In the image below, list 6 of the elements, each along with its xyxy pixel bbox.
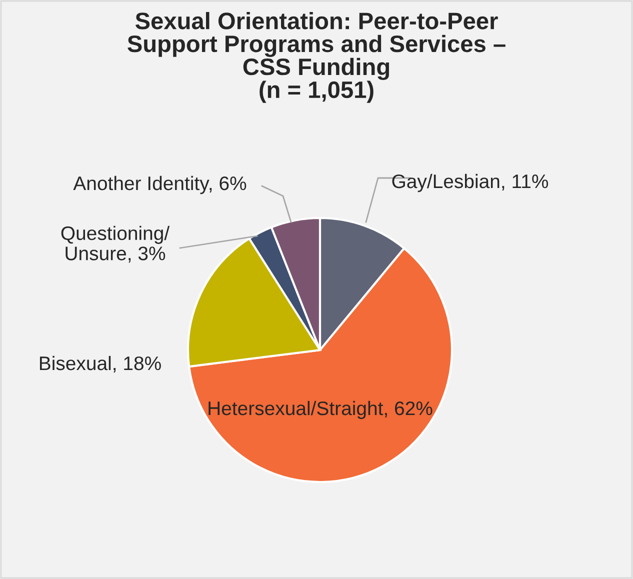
slice-label: Bisexual, 18% [40, 356, 161, 373]
slice-label: Hetersexual/Straight, 62% [208, 400, 432, 420]
slice-label: Another Identity, 6% [73, 176, 246, 194]
slice-label: Questioning/ Unsure, 3% [61, 226, 170, 263]
slice-label: Gay/Lesbian, 11% [392, 174, 548, 192]
chart-title: Sexual Orientation: Peer-to-Peer Support Programs and Services – CSS Funding (n = 1,051) [128, 12, 506, 103]
